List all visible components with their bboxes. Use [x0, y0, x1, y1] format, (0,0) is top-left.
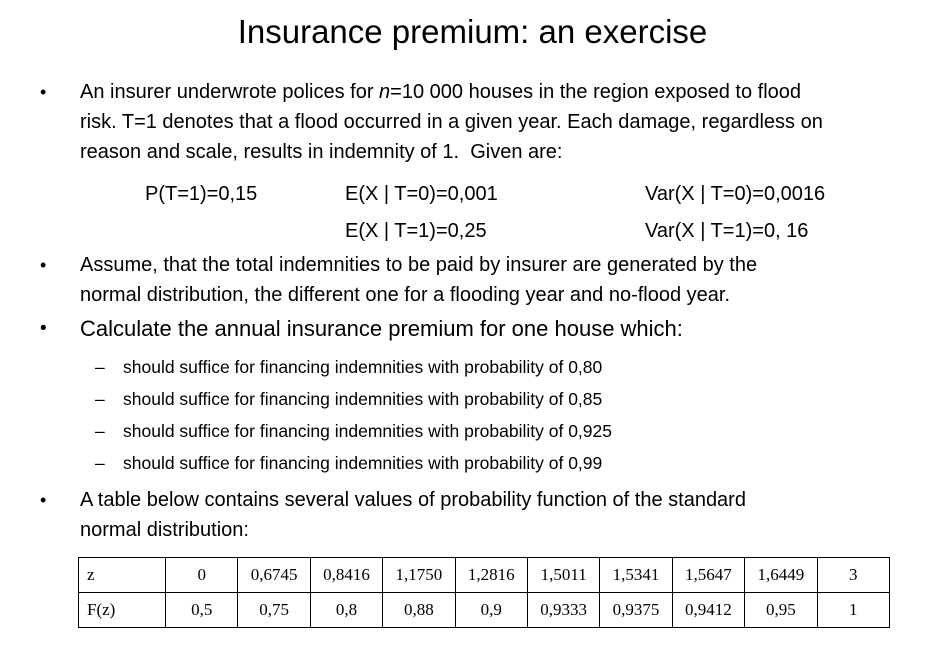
sub-bullet-prob-085-text: should suffice for financing indemnities… [123, 389, 603, 409]
bullet-icon: • [40, 318, 47, 339]
z-value: 1,5647 [671, 557, 746, 593]
bullet-table-intro: • A table below contains several values … [40, 485, 746, 545]
bullet-insurer-text: An insurer underwrote polices for n=10 0… [80, 77, 823, 167]
dash-bullet-icon: – [95, 421, 105, 441]
z-value: 0 [164, 557, 239, 593]
table-row-Fz: F(z) 0,5 0,75 0,8 0,88 0,9 0,9333 0,9375… [78, 592, 891, 628]
bullet-insurer-line1-post: =10 000 houses in the region exposed to … [390, 81, 802, 103]
formula-var-flood: Var(X | T=1)=0, 16 [645, 220, 809, 242]
bullet-icon: • [40, 82, 47, 102]
sub-bullet-prob-0925: – should suffice for financing indemniti… [95, 419, 612, 443]
table-row-z: z 0 0,6745 0,8416 1,1750 1,2816 1,5011 1… [78, 557, 891, 593]
Fz-value: 0,95 [744, 592, 818, 628]
sub-bullet-prob-0925-text: should suffice for financing indemnities… [123, 421, 612, 441]
standard-normal-table: z 0 0,6745 0,8416 1,1750 1,2816 1,5011 1… [78, 557, 891, 628]
bullet-insurer-line1: An insurer underwrote polices for n=10 0… [80, 77, 823, 107]
sub-bullet-prob-080: – should suffice for financing indemniti… [95, 355, 602, 379]
sub-bullet-prob-080-text: should suffice for financing indemnities… [123, 357, 603, 377]
bullet-calculate-premium-text: Calculate the annual insurance premium f… [80, 316, 683, 341]
z-value: 1,5011 [526, 557, 601, 593]
bullet-insurer-line2: risk. T=1 denotes that a flood occurred … [80, 111, 823, 133]
dash-bullet-icon: – [95, 453, 105, 473]
z-value: 3 [816, 557, 891, 593]
bullet-table-intro-line2: normal distribution: [80, 519, 249, 541]
Fz-value: 0,88 [382, 592, 456, 628]
z-value: 0,6745 [237, 557, 311, 593]
bullet-normal-assumption: • Assume, that the total indemnities to … [40, 250, 757, 310]
bullet-insurer-description: • An insurer underwrote polices for n=10… [40, 77, 823, 167]
bullet-normal-assumption-line2: normal distribution, the different one f… [80, 284, 731, 306]
bullet-icon: • [40, 490, 47, 510]
bullet-normal-assumption-text: Assume, that the total indemnities to be… [80, 250, 757, 310]
Fz-value: 0,5 [164, 592, 239, 628]
Fz-value: 0,9375 [599, 592, 673, 628]
sub-bullet-prob-099: – should suffice for financing indemniti… [95, 451, 602, 475]
page-title: Insurance premium: an exercise [237, 13, 708, 50]
row-header-Fz: F(z) [78, 592, 166, 628]
Fz-value: 0,75 [237, 592, 311, 628]
variable-n: n [379, 81, 391, 103]
z-value: 1,6449 [744, 557, 818, 593]
bullet-calculate-premium: • Calculate the annual insurance premium… [40, 312, 683, 346]
Fz-value: 0,9333 [526, 592, 601, 628]
z-value: 1,1750 [382, 557, 456, 593]
bullet-insurer-line3: reason and scale, results in indemnity o… [80, 141, 563, 163]
row-header-z: z [78, 557, 166, 593]
formula-prob-flood: P(T=1)=0,15 [145, 183, 258, 205]
Fz-value: 1 [816, 592, 891, 628]
bullet-table-intro-text: A table below contains several values of… [80, 485, 746, 545]
z-value: 0,8416 [309, 557, 384, 593]
sub-bullet-prob-099-text: should suffice for financing indemnities… [123, 453, 603, 473]
dash-bullet-icon: – [95, 357, 105, 377]
bullet-icon: • [40, 255, 47, 275]
bullet-normal-assumption-line1: Assume, that the total indemnities to be… [80, 254, 758, 276]
dash-bullet-icon: – [95, 389, 105, 409]
z-value: 1,5341 [599, 557, 673, 593]
formula-var-no-flood: Var(X | T=0)=0,0016 [645, 183, 826, 205]
formula-mean-no-flood: E(X | T=0)=0,001 [345, 183, 498, 205]
sub-bullet-prob-085: – should suffice for financing indemniti… [95, 387, 602, 411]
bullet-insurer-line1-pre: An insurer underwrote polices for [80, 81, 380, 103]
Fz-value: 0,9 [454, 592, 528, 628]
Fz-value: 0,9412 [671, 592, 746, 628]
Fz-value: 0,8 [309, 592, 384, 628]
z-value: 1,2816 [454, 557, 528, 593]
bullet-table-intro-line1: A table below contains several values of… [80, 489, 746, 511]
formula-mean-flood: E(X | T=1)=0,25 [345, 220, 487, 242]
